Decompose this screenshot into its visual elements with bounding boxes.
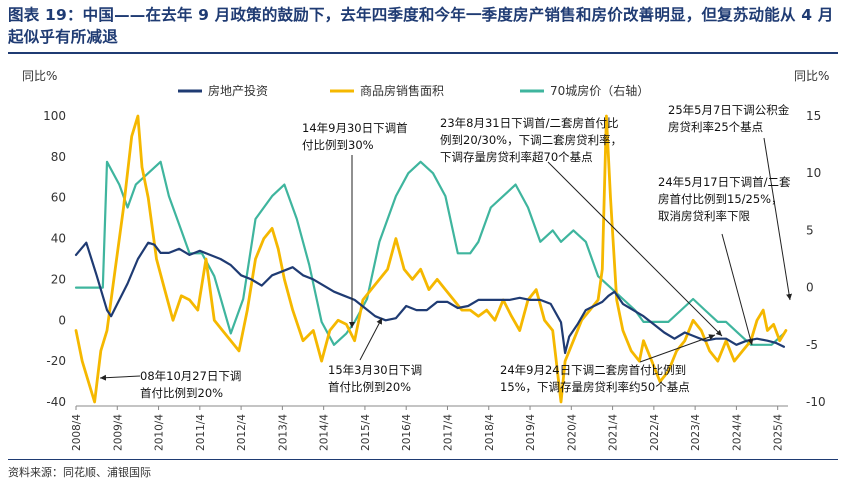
x-tick-label: 2015/4 xyxy=(360,414,372,451)
y-axis-left-label: 同比% xyxy=(22,69,57,83)
annotation-text: 08年10月27日下调 xyxy=(140,369,241,383)
x-tick-label: 2016/4 xyxy=(401,414,413,451)
axis-layer: 同比% 同比% 100 80 60 40 20 0 -20 -40 15 10 5 0 -5 -10 2008/… xyxy=(22,69,829,451)
annotation-text: 24年5月17日下调首/二套 xyxy=(658,175,791,189)
legend-label-price: 70城房价（右轴） xyxy=(550,83,649,98)
y-tick-right: -10 xyxy=(806,395,826,409)
y-tick-right: 5 xyxy=(806,223,814,237)
annotation-arrow xyxy=(99,374,141,381)
annotation-layer: 08年10月27日下调首付比例到20%14年9月30日下调首付比例到30%15年… xyxy=(99,103,793,400)
y-tick-left: 60 xyxy=(51,191,66,205)
y-tick-left: 40 xyxy=(51,232,66,246)
x-tick-label: 2017/4 xyxy=(442,414,454,451)
annotation-text: 24年9月24日下调二套房首付比例到 xyxy=(500,363,686,377)
y-tick-left: 100 xyxy=(43,109,66,123)
x-tick-label: 2024/4 xyxy=(731,414,743,451)
x-tick-label: 2023/4 xyxy=(690,414,702,451)
annotation-text: 房贷利率25个基点 xyxy=(668,120,763,134)
series-line-price xyxy=(74,160,786,346)
annotation-text: 取消房贷利率下限 xyxy=(658,209,750,223)
annotation-text: 15%，下调存量房贷利率约50个基点 xyxy=(500,380,690,394)
annotation-text: 房首付比例到15/25%， xyxy=(658,192,783,206)
x-tick-label: 2020/4 xyxy=(566,414,578,451)
x-tick-label: 2019/4 xyxy=(525,414,537,451)
x-tick-label: 2018/4 xyxy=(484,414,496,451)
x-tick-label: 2013/4 xyxy=(277,414,289,451)
x-tick-label: 2025/4 xyxy=(773,414,785,451)
annotation-text: 14年9月30日下调首 xyxy=(302,121,408,135)
annotation-text: 下调存量房贷利率超70个基点 xyxy=(440,150,593,164)
x-tick-label: 2021/4 xyxy=(608,414,620,451)
y-axis-right-label: 同比% xyxy=(794,69,829,83)
series-line-sales xyxy=(74,114,788,404)
annotation-arrow xyxy=(721,233,754,346)
y-tick-left: -20 xyxy=(46,354,66,368)
y-tick-right: 10 xyxy=(806,166,821,180)
chart-title: 图表 19：中国——在去年 9 月政策的鼓励下，去年四季度和今年一季度房产销售和… xyxy=(8,6,834,46)
footer-divider xyxy=(8,459,838,460)
title-divider xyxy=(8,52,838,54)
y-tick-right: 0 xyxy=(806,281,814,295)
y-tick-left: 20 xyxy=(51,272,66,286)
x-tick-label: 2009/4 xyxy=(112,414,124,451)
y-tick-right: 15 xyxy=(806,109,821,123)
series-line-investment xyxy=(74,241,786,355)
legend-layer: 房地产投资 商品房销售面积 70城房价（右轴） xyxy=(178,83,649,98)
x-tick-label: 2014/4 xyxy=(319,414,331,451)
annotation-text: 首付比例到20% xyxy=(140,386,223,400)
x-tick-label: 2011/4 xyxy=(195,414,207,451)
x-tick-label: 2008/4 xyxy=(71,414,83,451)
legend-label-sales: 商品房销售面积 xyxy=(360,83,444,98)
line-chart: 同比% 同比% 100 80 60 40 20 0 -20 -40 15 10 5 0 -5 -10 2008/… xyxy=(22,69,829,451)
source-note: 资料来源：同花顺、浦银国际 xyxy=(8,466,151,479)
annotation-text: 15年3月30日下调 xyxy=(328,363,422,377)
annotation-arrow xyxy=(763,137,793,301)
x-tick-label: 2012/4 xyxy=(236,414,248,451)
annotation-text: 首付比例到20% xyxy=(328,380,411,394)
annotation-text: 25年5月7日下调公积金 xyxy=(668,103,790,117)
annotation-arrow xyxy=(639,334,716,363)
series-layer xyxy=(74,114,788,404)
y-tick-left: -40 xyxy=(46,395,66,409)
annotation-text: 23年8月31日下调首/二套房首付比 xyxy=(440,116,618,130)
x-tick-label: 2010/4 xyxy=(154,414,166,451)
annotation-text: 例到20/30%，下调二套房贷利率， xyxy=(440,133,622,147)
y-tick-left: 0 xyxy=(58,313,66,327)
annotation-text: 付比例到30% xyxy=(302,138,374,152)
y-tick-left: 80 xyxy=(51,150,66,164)
legend-label-investment: 房地产投资 xyxy=(208,83,268,98)
annotation-arrow xyxy=(547,161,723,337)
annotation-arrow xyxy=(359,317,383,361)
y-tick-right: -5 xyxy=(806,338,818,352)
x-tick-label: 2022/4 xyxy=(649,414,661,451)
